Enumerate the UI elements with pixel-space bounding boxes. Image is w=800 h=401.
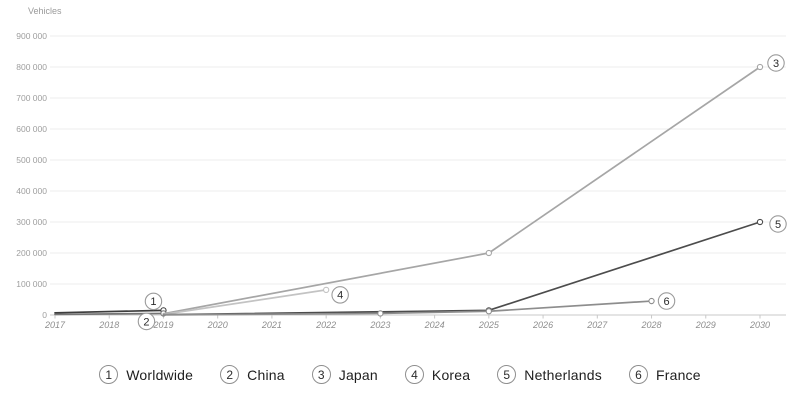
legend: 1 Worldwide 2 China 3 Japan 4 Korea 5 Netherlands… (0, 365, 800, 384)
legend-number-icon: 1 (99, 365, 119, 384)
legend-number-icon: 4 (404, 365, 424, 384)
y-tick-label: 900 000 (16, 31, 47, 41)
annotation-number-france: 6 (663, 296, 669, 308)
legend-label: Korea (431, 366, 471, 383)
annotation-circle-japan (767, 54, 785, 72)
x-tick-label: 2026 (532, 320, 553, 330)
legend-item-japan: 3 Japan (311, 365, 378, 384)
x-tick-label: 2028 (641, 320, 662, 330)
series-line-worldwide (54, 309, 165, 314)
series-marker-japan (756, 63, 764, 71)
legend-number-icon: 2 (220, 365, 240, 384)
y-axis-title: Vehicles (28, 6, 62, 16)
legend-label: Netherlands (524, 366, 602, 383)
x-tick-label: 2027 (586, 320, 608, 330)
series-marker-japan (485, 249, 492, 257)
annotation-number-japan: 3 (773, 58, 779, 70)
legend-label: Worldwide (126, 366, 194, 383)
annotation-circle-china (137, 312, 156, 331)
series-line-france (162, 300, 653, 316)
x-tick-label: 2022 (315, 320, 336, 330)
x-tick-label: 2020 (207, 320, 228, 330)
y-tick-label: 300 000 (16, 217, 47, 227)
annotation-circle-worldwide (144, 292, 163, 311)
x-tick-label: 2025 (478, 320, 500, 330)
annotation-circle-korea (331, 286, 349, 304)
y-tick-label: 700 000 (16, 93, 47, 103)
annotation-circle-netherlands (769, 215, 787, 233)
legend-item-france: 6 France (628, 365, 701, 384)
x-tick-label: 2019 (152, 320, 173, 330)
legend-number-icon: 6 (628, 365, 648, 384)
legend-item-worldwide: 1 Worldwide (99, 365, 193, 384)
x-tick-label: 2021 (261, 320, 282, 330)
x-tick-label: 2024 (424, 320, 445, 330)
x-tick-label: 2017 (44, 320, 66, 330)
annotation-number-china: 2 (143, 316, 149, 328)
legend-item-netherlands: 5 Netherlands (497, 365, 602, 384)
series-marker-france (485, 308, 492, 315)
legend-label: France (655, 366, 701, 383)
x-tick-label: 2018 (98, 320, 119, 330)
x-tick-label: 2029 (695, 320, 716, 330)
annotation-number-korea: 4 (337, 290, 343, 302)
line-chart: 0 100 000 200 000 300 000 400 000 500 000 600 … (16, 31, 787, 331)
y-tick-label: 100 000 (16, 279, 47, 289)
y-tick-label: 800 000 (16, 62, 47, 72)
annotation-circle-france (657, 292, 676, 310)
x-tick-label: 2030 (749, 320, 770, 330)
legend-item-china: 2 China (220, 365, 285, 384)
annotation-number-worldwide: 1 (150, 296, 156, 308)
legend-item-korea: 4 Korea (404, 365, 471, 384)
y-tick-label: 500 000 (16, 155, 47, 165)
annotation-number-netherlands: 5 (775, 219, 781, 231)
y-tick-label: 0 (42, 310, 47, 320)
legend-number-icon: 3 (311, 365, 331, 384)
series-marker-netherlands (756, 218, 764, 226)
series-marker-france (377, 310, 384, 317)
legend-label: China (247, 366, 285, 383)
y-tick-label: 600 000 (16, 124, 47, 134)
legend-label: Japan (338, 366, 378, 383)
y-tick-label: 200 000 (16, 248, 47, 258)
series-marker-korea (323, 286, 330, 294)
y-tick-label: 400 000 (16, 186, 47, 196)
legend-number-icon: 5 (497, 365, 517, 384)
series-marker-france (648, 297, 655, 305)
series-line-korea (162, 289, 328, 316)
series-line-japan (162, 66, 761, 315)
x-tick-label: 2023 (369, 320, 390, 330)
